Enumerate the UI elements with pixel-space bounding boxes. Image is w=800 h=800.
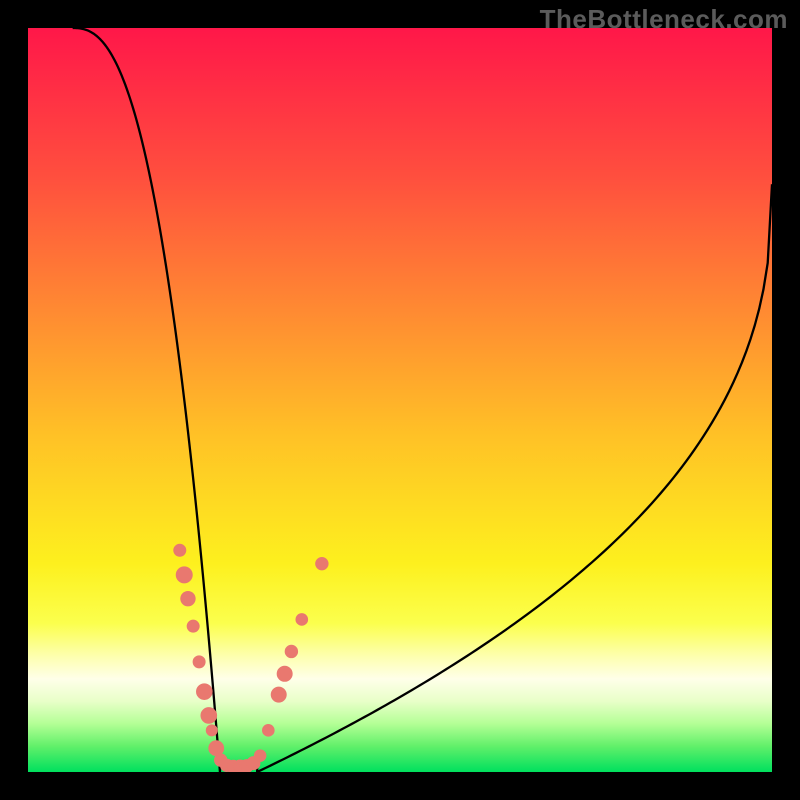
data-markers	[28, 28, 772, 772]
data-marker	[277, 666, 292, 681]
data-marker	[193, 656, 205, 668]
data-marker	[209, 741, 224, 756]
data-marker	[197, 684, 213, 700]
data-marker	[271, 687, 286, 702]
data-marker	[181, 591, 195, 605]
data-marker	[206, 725, 217, 736]
data-marker	[174, 544, 186, 556]
data-marker	[176, 567, 192, 583]
plot-area	[28, 28, 772, 772]
watermark-label: TheBottleneck.com	[540, 4, 788, 35]
chart-stage: TheBottleneck.com	[0, 0, 800, 800]
data-marker	[187, 620, 199, 632]
data-marker	[254, 750, 266, 762]
data-marker	[296, 614, 308, 626]
data-marker	[316, 557, 328, 569]
data-marker	[285, 645, 297, 657]
data-marker	[263, 725, 275, 737]
data-marker	[201, 708, 217, 724]
